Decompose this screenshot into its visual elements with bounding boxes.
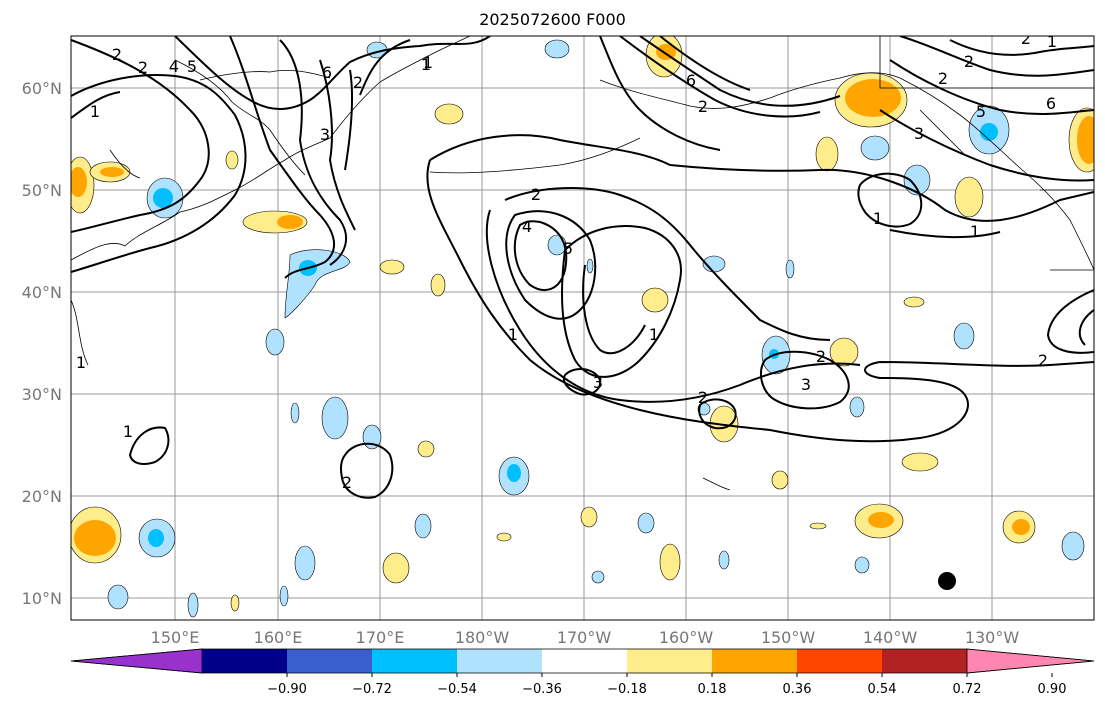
map-title: 2025072600 F000: [479, 10, 626, 29]
contour-label: 2: [112, 45, 122, 64]
contour-label: 6: [686, 71, 696, 90]
colorbar-segment: [287, 649, 372, 673]
contour-label: 1: [76, 353, 86, 372]
coastlines: [71, 36, 1094, 491]
contour-label: 3: [801, 375, 811, 394]
colorbar-tick-label: 0.54: [868, 682, 897, 697]
latitude-label: 60°N: [22, 79, 62, 98]
contour-label: 2: [698, 388, 708, 407]
contour-label: 2: [964, 52, 974, 71]
contour-label: 4: [522, 217, 532, 236]
colorbar-tick-labels: −0.90 −0.72 −0.54 −0.36 −0.18 0.18 0.36 0.54 0.7…: [267, 673, 1066, 697]
latitude-label: 10°N: [22, 589, 62, 608]
colorbar-tick-label: 0.36: [783, 682, 812, 697]
colorbar-tick-label: 0.72: [953, 682, 982, 697]
colorbar-tick-label: −0.72: [352, 682, 392, 697]
latitude-label: 30°N: [22, 385, 62, 404]
contour-label: 3: [593, 373, 603, 392]
latitude-label: 40°N: [22, 283, 62, 302]
contour-label: 4: [169, 57, 179, 76]
contour-lines: [71, 36, 1094, 499]
colorbar-segment: [882, 649, 967, 673]
colorbar-tick-label: −0.90: [267, 682, 307, 697]
longitude-label: 150°W: [761, 628, 816, 647]
contour-label: 2: [698, 97, 708, 116]
contour-label: 1: [508, 325, 518, 344]
contour-label: 2: [353, 73, 363, 92]
longitude-label: 180°W: [455, 628, 510, 647]
latitude-label: 50°N: [22, 181, 62, 200]
colorbar-segment: [797, 649, 882, 673]
longitude-label: 130°W: [965, 628, 1020, 647]
colorbar-tick-label: 0.90: [1038, 682, 1067, 697]
contour-label: 5: [976, 102, 986, 121]
colorbar-lower-extension: [70, 648, 203, 674]
contour-label: 2: [531, 185, 541, 204]
contour-label: 1: [421, 55, 431, 74]
contour-label: 1: [90, 102, 100, 121]
longitude-label: 160°E: [254, 628, 303, 647]
latitude-labels: 10°N 20°N 30°N 40°N 50°N 60°N: [22, 79, 62, 608]
contour-label: 1: [649, 325, 659, 344]
contour-label: 6: [322, 63, 332, 82]
colorbar-tick-label: −0.18: [607, 682, 647, 697]
colorbar-tick-label: −0.54: [437, 682, 477, 697]
contour-label: 2: [816, 347, 826, 366]
longitude-label: 170°W: [557, 628, 612, 647]
colorbar-tick-label: 0.18: [698, 682, 727, 697]
longitude-label: 160°W: [659, 628, 714, 647]
contour-label: 1: [123, 422, 133, 441]
colorbar-segment: [542, 649, 627, 673]
contour-label: 2: [1038, 351, 1048, 370]
gridlines: [71, 36, 1094, 620]
contour-label: 2: [1021, 29, 1031, 48]
contour-label: 3: [320, 125, 330, 144]
colorbar-segment: [372, 649, 457, 673]
contour-label: 3: [914, 124, 924, 143]
contour-label: 6: [1046, 94, 1056, 113]
contour-label: 5: [187, 57, 197, 76]
longitude-labels: 150°E 160°E 170°E 180°W 170°W 160°W 150°W 140°W…: [151, 628, 1020, 647]
contour-label: 5: [563, 239, 573, 258]
contour-label: 1: [873, 209, 883, 228]
colorbar-upper-extension: [966, 648, 1095, 674]
colorbar-segment: [457, 649, 542, 673]
contour-label: 1: [970, 222, 980, 241]
colorbar-segment: [627, 649, 712, 673]
colorbar-tick-label: −0.36: [522, 682, 562, 697]
colorbar-segment: [202, 649, 287, 673]
colorbar-segment: [712, 649, 797, 673]
contour-label: 2: [938, 69, 948, 88]
contour-label: 2: [342, 473, 352, 492]
shaded-anomalies: [71, 36, 1094, 618]
map-frame: [70, 35, 1095, 621]
contour-label: 1: [423, 53, 433, 72]
contour-label: 2: [138, 58, 148, 77]
colorbar: [70, 648, 1095, 674]
longitude-label: 170°E: [356, 628, 405, 647]
colorbar-outline: [70, 648, 1095, 674]
longitude-label: 150°E: [151, 628, 200, 647]
storm-center-marker: [938, 572, 956, 590]
longitude-label: 140°W: [863, 628, 918, 647]
contour-label: 1: [1047, 32, 1057, 51]
latitude-label: 20°N: [22, 487, 62, 506]
